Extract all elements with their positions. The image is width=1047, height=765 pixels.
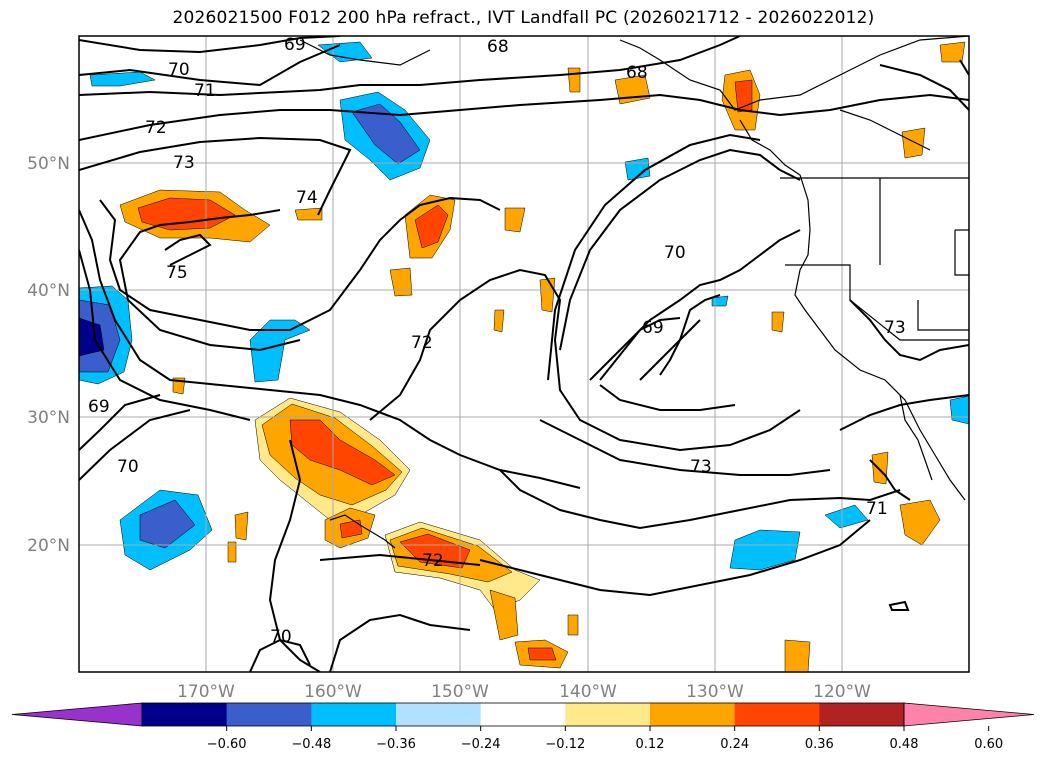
colorbar-tick-label: 0.60 [974, 737, 1003, 752]
colorbar-swatch [396, 703, 482, 726]
contour-label: 69 [642, 318, 664, 338]
contour-label: 73 [884, 318, 906, 338]
colorbar-swatch [565, 703, 651, 726]
contour-label: 75 [166, 263, 188, 283]
contour-label: 71 [866, 499, 888, 519]
contour-label: 70 [168, 60, 190, 80]
lon-label: 120°W [813, 682, 871, 702]
contour-labels: 69 68 70 71 72 73 74 75 72 70 69 73 71 7… [88, 35, 906, 647]
colorbar-tick-label: −0.36 [376, 737, 416, 752]
lat-label: 50°N [27, 154, 70, 174]
colorbar-swatch [142, 703, 228, 726]
colorbar-tick-label: −0.24 [461, 737, 501, 752]
contour-label: 69 [284, 35, 306, 55]
graticule [79, 36, 969, 672]
contour-label: 70 [270, 627, 292, 647]
colorbar-tick-label: −0.12 [545, 737, 585, 752]
colorbar-extend-low [11, 702, 143, 727]
lat-label: 20°N [27, 536, 70, 556]
lon-label: 140°W [559, 682, 617, 702]
contour-label: 69 [88, 397, 110, 417]
colorbar-swatch [734, 703, 820, 726]
colorbar-tick-label: 0.36 [805, 737, 834, 752]
contour-label: 73 [690, 457, 712, 477]
colorbar-outline [141, 702, 905, 727]
colorbar-tick-label: −0.48 [291, 737, 331, 752]
contour-label: 72 [145, 118, 167, 138]
contour-label: 74 [296, 188, 318, 208]
lat-label: 40°N [27, 281, 70, 301]
colorbar-swatch [226, 703, 312, 726]
lon-labels: 170°W 160°W 150°W 140°W 130°W 120°W [177, 682, 871, 702]
map-area [79, 36, 969, 672]
lat-label: 30°N [27, 408, 70, 428]
lon-label: 160°W [304, 682, 362, 702]
map-frame [78, 35, 970, 673]
colorbar-tick-label: −0.60 [207, 737, 247, 752]
colorbar-swatch [819, 703, 905, 726]
contour-label: 72 [422, 551, 444, 571]
contour-label: 68 [487, 37, 509, 57]
contour-label: 72 [411, 333, 433, 353]
contour-label: 71 [194, 81, 216, 101]
lon-label: 170°W [177, 682, 235, 702]
lat-labels: 50°N 40°N 30°N 20°N [27, 154, 70, 556]
colorbar-swatch [311, 703, 397, 726]
colorbar-tick-label: 0.12 [636, 737, 665, 752]
colorbar-tick-label: 0.48 [890, 737, 919, 752]
colorbar-swatch [480, 703, 566, 726]
contour-label: 70 [664, 243, 686, 263]
map-title: 2026021500 F012 200 hPa refract., IVT La… [172, 8, 875, 28]
contour-label: 73 [173, 153, 195, 173]
contours [79, 36, 969, 672]
colorbar-ticks: −0.60 −0.48 −0.36 −0.24 −0.12 0.12 0.24 0.36 0.4… [207, 737, 1003, 752]
colorbar-swatch [650, 703, 736, 726]
contour-label: 68 [626, 63, 648, 83]
colorbar [11, 702, 1035, 731]
colorbar-tick-label: 0.24 [720, 737, 749, 752]
contour-label: 70 [117, 457, 139, 477]
lon-label: 150°W [431, 682, 489, 702]
colorbar-extend-high [903, 702, 1035, 727]
lon-label: 130°W [686, 682, 744, 702]
